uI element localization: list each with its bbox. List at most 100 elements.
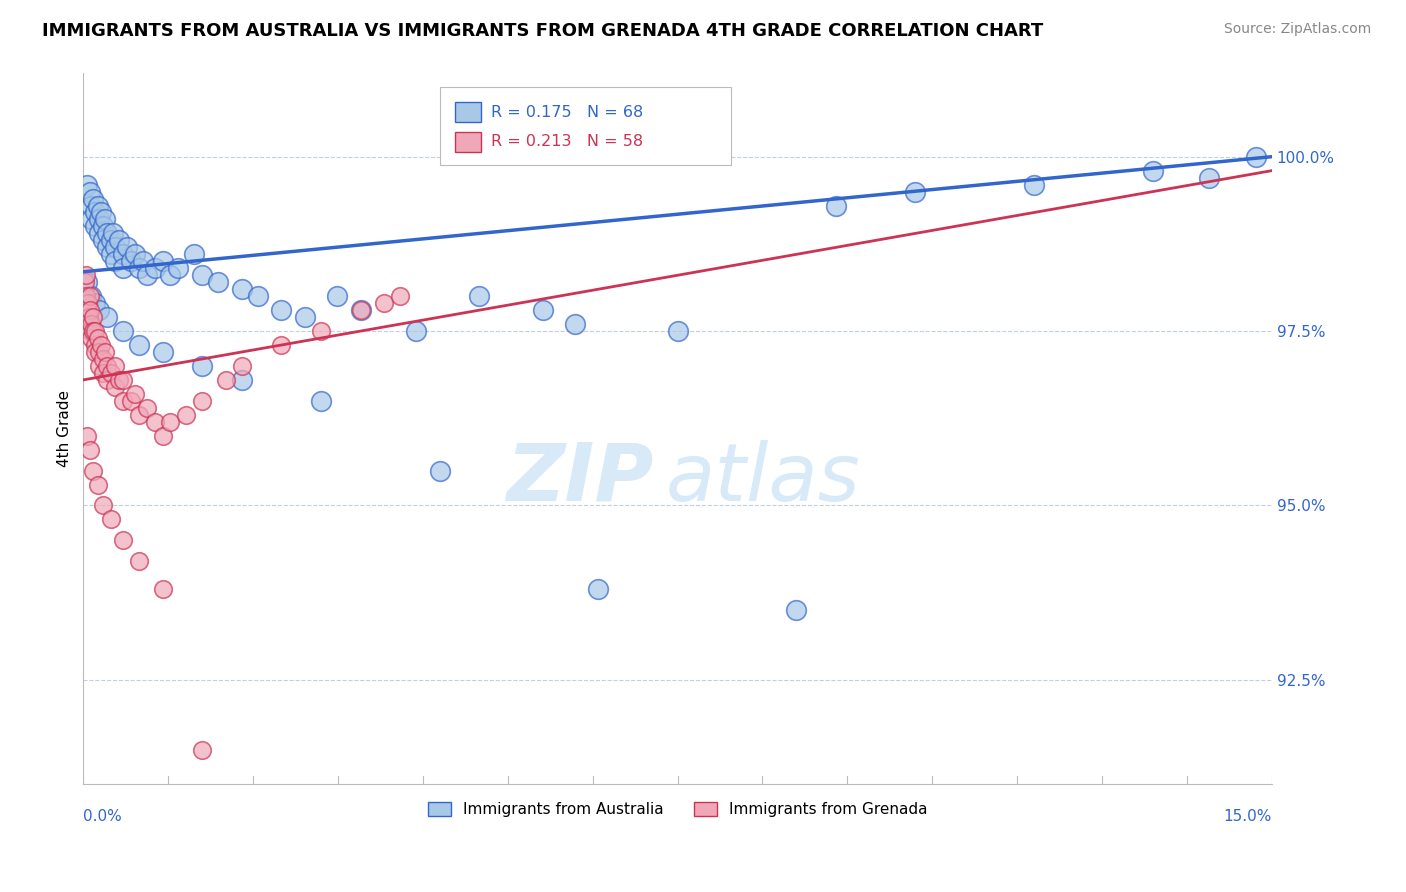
Point xyxy=(82,464,104,478)
Point xyxy=(79,289,101,303)
Point xyxy=(270,338,292,352)
Legend: Immigrants from Australia, Immigrants from Grenada: Immigrants from Australia, Immigrants fr… xyxy=(422,796,934,823)
Point xyxy=(270,303,292,318)
Point xyxy=(389,289,412,303)
Point xyxy=(91,219,114,234)
Point xyxy=(904,185,927,199)
Point xyxy=(89,359,111,373)
Point xyxy=(86,331,108,345)
Text: 0.0%: 0.0% xyxy=(83,809,122,824)
Point xyxy=(191,268,214,283)
Point xyxy=(191,742,214,756)
Point xyxy=(76,275,98,289)
Point xyxy=(373,296,395,310)
Point xyxy=(111,261,134,276)
Point xyxy=(825,198,848,212)
Point xyxy=(96,373,118,387)
Point xyxy=(76,317,98,331)
Point xyxy=(231,373,253,387)
Text: IMMIGRANTS FROM AUSTRALIA VS IMMIGRANTS FROM GRENADA 4TH GRADE CORRELATION CHART: IMMIGRANTS FROM AUSTRALIA VS IMMIGRANTS … xyxy=(42,22,1043,40)
Point xyxy=(79,324,101,338)
Point xyxy=(104,240,127,254)
Point xyxy=(666,324,689,338)
Point xyxy=(588,582,610,596)
Point xyxy=(79,442,101,457)
Point xyxy=(96,227,118,241)
Point xyxy=(132,254,155,268)
Point xyxy=(100,366,122,380)
Point xyxy=(76,178,98,192)
Point xyxy=(90,205,112,219)
Point xyxy=(77,310,100,325)
Point xyxy=(120,393,142,408)
Text: R = 0.175   N = 68: R = 0.175 N = 68 xyxy=(491,104,643,120)
FancyBboxPatch shape xyxy=(440,87,731,166)
Point xyxy=(468,289,491,303)
Point xyxy=(128,408,150,422)
Point xyxy=(94,212,117,227)
Y-axis label: 4th Grade: 4th Grade xyxy=(58,390,72,467)
Point xyxy=(349,303,371,318)
Point xyxy=(349,303,371,318)
Point xyxy=(82,324,104,338)
Point xyxy=(86,477,108,491)
Point xyxy=(80,317,103,331)
Point xyxy=(128,338,150,352)
Point xyxy=(75,268,97,283)
Text: atlas: atlas xyxy=(665,440,860,517)
Point xyxy=(104,359,127,373)
Text: Source: ZipAtlas.com: Source: ZipAtlas.com xyxy=(1223,22,1371,37)
Point xyxy=(108,233,131,247)
Point xyxy=(82,310,104,325)
Point xyxy=(76,303,98,318)
Point xyxy=(111,373,134,387)
Point xyxy=(115,240,138,254)
Point xyxy=(103,227,125,241)
Bar xyxy=(456,103,481,122)
Point xyxy=(89,227,111,241)
Point xyxy=(309,393,332,408)
Point xyxy=(111,324,134,338)
Point xyxy=(124,387,146,401)
Point xyxy=(76,428,98,442)
Point xyxy=(91,366,114,380)
Point xyxy=(89,303,111,318)
Point xyxy=(215,373,238,387)
Point xyxy=(207,275,229,289)
Point xyxy=(80,331,103,345)
Point xyxy=(89,345,111,359)
Point xyxy=(84,338,107,352)
Point xyxy=(79,185,101,199)
Point xyxy=(82,192,104,206)
Point xyxy=(135,268,157,283)
Point xyxy=(89,212,111,227)
Point xyxy=(100,233,122,247)
Point xyxy=(167,261,190,276)
Point xyxy=(84,296,107,310)
Point xyxy=(294,310,316,325)
Point xyxy=(104,254,127,268)
Point xyxy=(785,603,807,617)
Point xyxy=(86,198,108,212)
Point xyxy=(128,261,150,276)
Point xyxy=(77,296,100,310)
Text: R = 0.213   N = 58: R = 0.213 N = 58 xyxy=(491,135,643,150)
Point xyxy=(326,289,349,303)
Point xyxy=(1024,178,1046,192)
Point xyxy=(73,275,96,289)
Point xyxy=(79,303,101,318)
Point xyxy=(152,428,174,442)
Point xyxy=(183,247,205,261)
Point xyxy=(91,233,114,247)
Point xyxy=(84,205,107,219)
Point xyxy=(1142,163,1164,178)
Point xyxy=(159,268,181,283)
Point xyxy=(100,512,122,526)
Point xyxy=(80,198,103,212)
Point xyxy=(124,247,146,261)
Point xyxy=(96,359,118,373)
Point xyxy=(143,261,166,276)
Point xyxy=(159,415,181,429)
Point xyxy=(111,533,134,548)
Point xyxy=(84,324,107,338)
